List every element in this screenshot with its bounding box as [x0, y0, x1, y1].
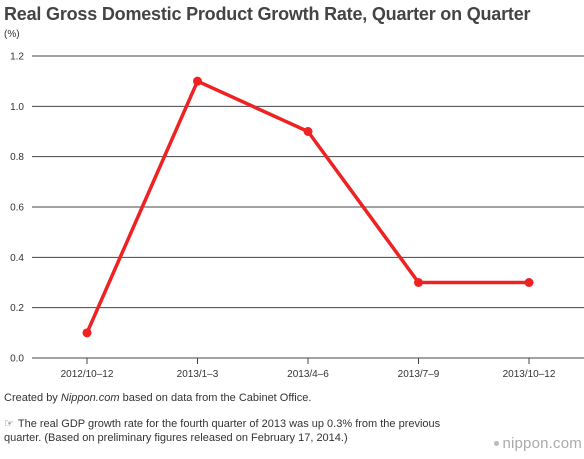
y-tick-label: 1.0	[10, 102, 24, 113]
y-tick-label: 0.6	[10, 203, 24, 214]
y-tick-label: 1.2	[10, 52, 24, 63]
line-chart: (%) 0.0 0.2 0.4 0.6 0.8 1.0 1.2 2012/10–12 2013/1…	[4, 29, 584, 380]
source-credit: Created by Nippon.com based on data from…	[4, 392, 311, 404]
x-tick-label: 2013/4–6	[287, 369, 329, 380]
footnote-text: The real GDP growth rate for the fourth …	[4, 418, 441, 444]
x-tick-label: 2012/10–12	[61, 369, 114, 380]
data-point	[193, 76, 202, 86]
x-tick-label: 2013/10–12	[503, 369, 556, 380]
x-tick-label: 2013/1–3	[177, 369, 219, 380]
chart-title: Real Gross Domestic Product Growth Rate,…	[4, 4, 531, 24]
source-suffix: based on data from the Cabinet Office.	[119, 392, 312, 404]
y-axis-label: (%)	[4, 29, 20, 40]
y-tick-label: 0.8	[10, 152, 24, 163]
x-tick-label: 2013/7–9	[398, 369, 440, 380]
data-point	[303, 127, 313, 136]
data-point	[524, 278, 534, 287]
data-point	[414, 278, 423, 287]
source-site: Nippon.com	[60, 392, 120, 404]
pointing-hand-icon: ☞	[4, 418, 14, 430]
footnote: ☞ The real GDP growth rate for the fourth…	[4, 417, 474, 445]
nippon-logo: nippon.com	[494, 435, 582, 452]
data-point	[82, 328, 92, 338]
logo-dot-icon	[494, 440, 500, 446]
source-prefix: Created by	[4, 392, 61, 404]
y-tick-label: 0.4	[10, 253, 24, 264]
logo-text: nippon.com	[502, 435, 582, 452]
y-tick-label: 0.0	[10, 354, 24, 365]
y-tick-label: 0.2	[10, 303, 24, 314]
